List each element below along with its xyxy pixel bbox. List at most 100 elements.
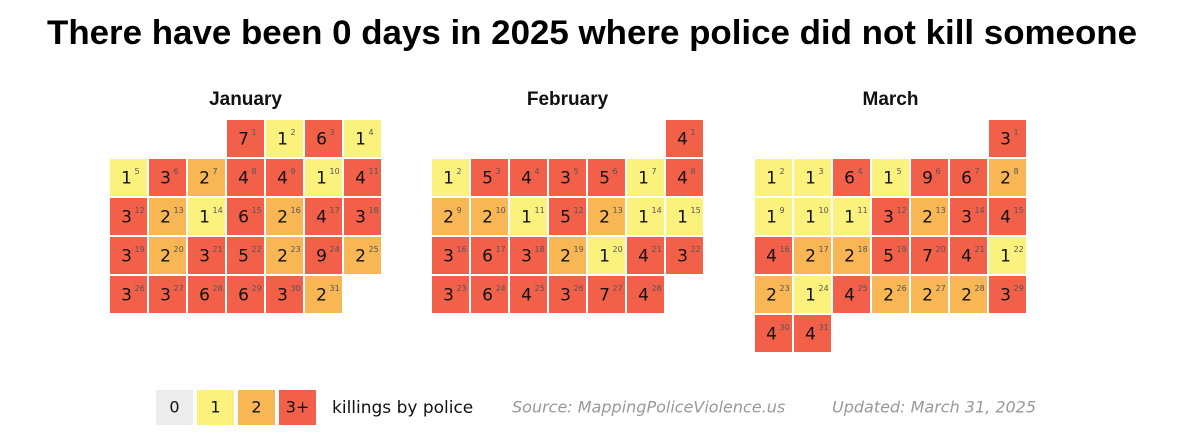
cell-value: 2	[160, 208, 171, 228]
day-cell	[794, 159, 831, 196]
month-title: March	[863, 89, 919, 110]
cell-value: 3	[160, 169, 171, 189]
cell-day: 6	[174, 167, 179, 176]
cell-value: 3	[355, 208, 366, 228]
day-cell	[833, 237, 870, 274]
cell-value: 4	[766, 247, 777, 267]
cell-value: 1	[355, 130, 366, 150]
cell-day: 4	[369, 128, 374, 137]
cell-day: 30	[291, 284, 301, 293]
cell-day: 28	[652, 284, 662, 293]
cell-day: 4	[858, 167, 863, 176]
cell-value: 2	[844, 247, 855, 267]
cell-value: 5	[883, 247, 894, 267]
day-cell	[305, 237, 342, 274]
cell-value: 3	[521, 247, 532, 267]
day-cell	[110, 237, 147, 274]
day-cell	[305, 198, 342, 235]
cell-day: 13	[174, 206, 184, 215]
cell-value: 4	[238, 169, 249, 189]
day-cell	[227, 159, 264, 196]
cell-day: 12	[574, 206, 584, 215]
cell-value: 2	[355, 247, 366, 267]
day-cell	[588, 198, 625, 235]
cell-day: 23	[457, 284, 467, 293]
day-cell	[666, 159, 703, 196]
cell-day: 3	[496, 167, 501, 176]
day-cell	[950, 198, 987, 235]
legend-swatch	[238, 390, 275, 425]
cell-value: 1	[199, 208, 210, 228]
cell-day: 21	[975, 245, 985, 254]
cell-day: 23	[291, 245, 301, 254]
day-cell	[471, 198, 508, 235]
cell-day: 5	[135, 167, 140, 176]
cell-day: 1	[691, 128, 696, 137]
cell-value: 4	[1000, 208, 1011, 228]
day-cell	[227, 198, 264, 235]
day-cell	[510, 237, 547, 274]
cell-value: 4	[521, 169, 532, 189]
day-cell	[833, 276, 870, 313]
cell-day: 11	[858, 206, 868, 215]
day-cell	[188, 237, 225, 274]
day-cell	[344, 159, 381, 196]
day-cell	[471, 276, 508, 313]
cell-day: 22	[691, 245, 701, 254]
cell-day: 5	[897, 167, 902, 176]
day-cell	[627, 159, 664, 196]
cell-day: 14	[652, 206, 662, 215]
cell-value: 1	[443, 169, 454, 189]
cell-day: 15	[252, 206, 262, 215]
cell-day: 8	[691, 167, 696, 176]
cell-day: 7	[975, 167, 980, 176]
cell-day: 11	[535, 206, 545, 215]
day-cell	[794, 237, 831, 274]
cell-day: 29	[252, 284, 262, 293]
cell-value: 7	[238, 130, 249, 150]
cell-value: 5	[599, 169, 610, 189]
cell-value: 1	[766, 208, 777, 228]
day-cell	[989, 237, 1026, 274]
day-cell	[588, 159, 625, 196]
cell-day: 10	[496, 206, 506, 215]
cell-value: 6	[482, 247, 493, 267]
cell-day: 3	[819, 167, 824, 176]
day-cell	[989, 198, 1026, 235]
day-cell	[305, 276, 342, 313]
cell-value: 1	[277, 130, 288, 150]
day-cell	[755, 315, 792, 352]
day-cell	[989, 159, 1026, 196]
cell-value: 2	[160, 247, 171, 267]
day-cell	[344, 198, 381, 235]
cell-value: 3	[121, 286, 132, 306]
updated: Updated: March 31, 2025	[832, 398, 1036, 417]
cell-value: 4	[638, 286, 649, 306]
cell-day: 9	[780, 206, 785, 215]
legend-label: 3+	[286, 398, 310, 417]
cell-value: 2	[199, 169, 210, 189]
cell-value: 4	[677, 169, 688, 189]
day-cell	[872, 198, 909, 235]
day-cell	[471, 159, 508, 196]
day-cell	[432, 237, 469, 274]
cell-value: 3	[883, 208, 894, 228]
cell-day: 18	[858, 245, 868, 254]
cell-day: 8	[1014, 167, 1019, 176]
day-cell	[149, 237, 186, 274]
cell-day: 13	[936, 206, 946, 215]
cell-day: 4	[535, 167, 540, 176]
cell-day: 19	[135, 245, 145, 254]
cell-day: 19	[574, 245, 584, 254]
day-cell	[666, 237, 703, 274]
day-cell	[911, 237, 948, 274]
cell-day: 22	[252, 245, 262, 254]
cell-value: 4	[316, 208, 327, 228]
cell-day: 14	[213, 206, 223, 215]
cell-value: 4	[521, 286, 532, 306]
cell-day: 20	[936, 245, 946, 254]
day-cell	[627, 198, 664, 235]
day-cell	[266, 159, 303, 196]
cell-day: 25	[535, 284, 545, 293]
day-cell	[549, 198, 586, 235]
